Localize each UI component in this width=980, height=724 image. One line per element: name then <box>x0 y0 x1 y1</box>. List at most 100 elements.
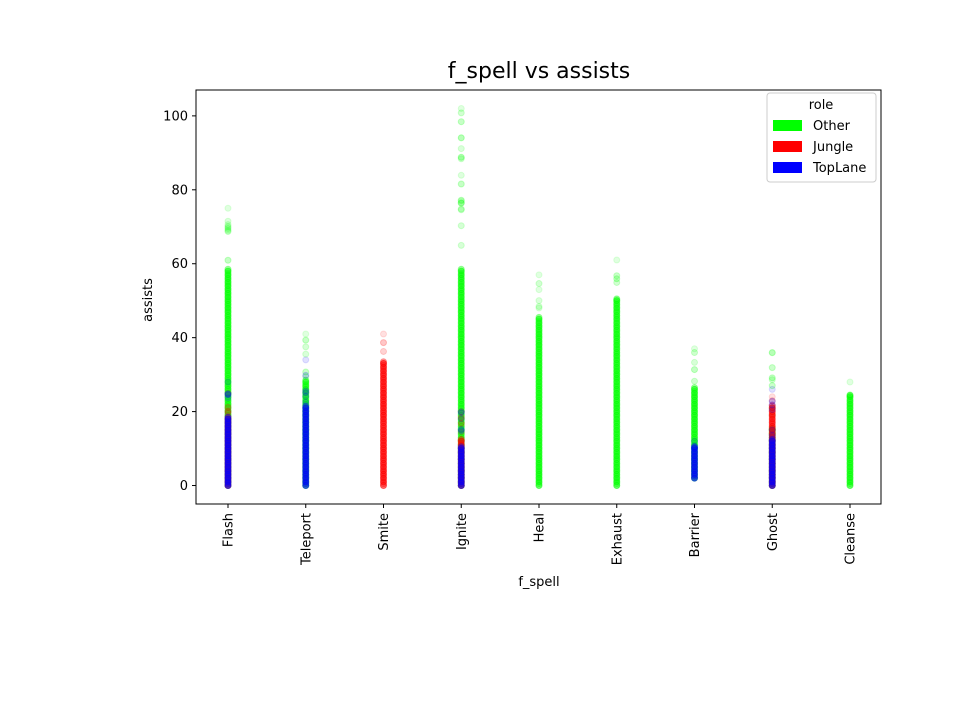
x-tick-label-heal: Heal <box>533 513 548 542</box>
data-point <box>768 426 776 434</box>
data-point <box>380 360 387 368</box>
data-point <box>302 398 310 406</box>
data-point <box>457 199 465 207</box>
data-point <box>302 330 310 338</box>
data-point <box>457 420 465 428</box>
x-tick-label-flash: Flash <box>222 513 237 547</box>
data-point <box>224 227 232 235</box>
data-point <box>224 378 232 386</box>
legend-box <box>766 92 877 183</box>
data-point <box>224 223 232 231</box>
data-point <box>457 109 465 117</box>
x-tick-label-ignite: Ignite <box>455 513 470 550</box>
data-point <box>457 408 465 416</box>
data-point <box>768 431 776 439</box>
data-point <box>302 343 310 351</box>
data-point <box>224 407 232 415</box>
legend-entries: Other Jungle TopLane <box>773 119 866 176</box>
data-point <box>302 402 310 410</box>
data-point <box>768 349 776 357</box>
data-point <box>457 196 465 204</box>
legend-label-toplane: TopLane <box>812 161 866 176</box>
data-point <box>457 428 465 436</box>
x-tick-label-smite: Smite <box>377 513 392 551</box>
data-point <box>224 224 232 232</box>
data-point <box>224 204 232 212</box>
data-point <box>535 302 543 310</box>
data-point <box>302 368 310 376</box>
data-point <box>768 382 776 390</box>
data-point <box>457 134 465 142</box>
points-layer <box>224 104 854 490</box>
data-point <box>457 415 465 423</box>
y-tick-label: 100 <box>163 109 188 124</box>
data-point <box>768 385 776 393</box>
y-axis: 0 20 40 60 80 100 <box>163 109 196 494</box>
data-point <box>302 392 310 400</box>
data-point <box>224 389 232 397</box>
data-point <box>535 271 543 279</box>
data-point <box>302 404 310 412</box>
data-point <box>613 256 621 264</box>
data-point <box>302 350 310 358</box>
data-point <box>224 394 232 402</box>
legend-title: role <box>809 98 834 113</box>
data-point <box>768 364 776 372</box>
data-point <box>613 275 621 283</box>
data-point <box>380 339 387 347</box>
data-point <box>457 443 465 451</box>
data-point <box>691 358 698 366</box>
data-point <box>846 378 854 386</box>
legend-label-jungle: Jungle <box>812 140 853 155</box>
data-point <box>457 414 465 422</box>
data-point <box>768 397 776 405</box>
x-axis-label: f_spell <box>518 575 559 590</box>
chart-title: f_spell vs assists <box>448 59 630 84</box>
data-point <box>302 376 310 384</box>
legend-swatch-jungle <box>773 141 802 152</box>
data-point <box>457 427 465 435</box>
data-point <box>691 384 698 392</box>
data-point <box>768 432 776 440</box>
data-point <box>535 313 543 321</box>
data-point <box>613 295 621 303</box>
data-point <box>224 221 232 229</box>
data-point <box>457 222 465 230</box>
legend-swatch-toplane <box>773 162 802 173</box>
data-point <box>224 390 232 398</box>
data-point <box>224 390 232 398</box>
data-point <box>302 356 310 364</box>
data-point <box>457 134 465 142</box>
data-point <box>457 241 465 249</box>
data-point <box>535 297 543 305</box>
data-point <box>457 180 465 188</box>
y-tick-label: 80 <box>171 183 188 198</box>
x-tick-label-cleanse: Cleanse <box>844 513 859 565</box>
data-point <box>224 391 232 399</box>
data-point <box>457 408 465 416</box>
data-point <box>691 345 698 353</box>
data-point <box>846 392 854 400</box>
data-point <box>224 267 232 275</box>
data-point <box>768 437 776 445</box>
data-point <box>302 371 310 379</box>
data-point <box>302 378 310 386</box>
data-point <box>224 413 232 421</box>
data-point <box>457 265 465 273</box>
data-point <box>691 366 698 374</box>
data-point <box>302 373 310 381</box>
data-point <box>535 315 543 323</box>
data-point <box>846 393 854 401</box>
x-tick-label-barrier: Barrier <box>688 512 703 557</box>
data-point <box>224 217 232 225</box>
data-point <box>768 348 776 356</box>
data-point <box>457 425 465 433</box>
legend-label-other: Other <box>813 119 851 134</box>
data-point <box>380 358 387 366</box>
data-point <box>457 155 465 163</box>
data-point <box>457 153 465 161</box>
data-point <box>224 226 232 234</box>
data-point <box>768 401 776 409</box>
data-point <box>302 387 310 395</box>
